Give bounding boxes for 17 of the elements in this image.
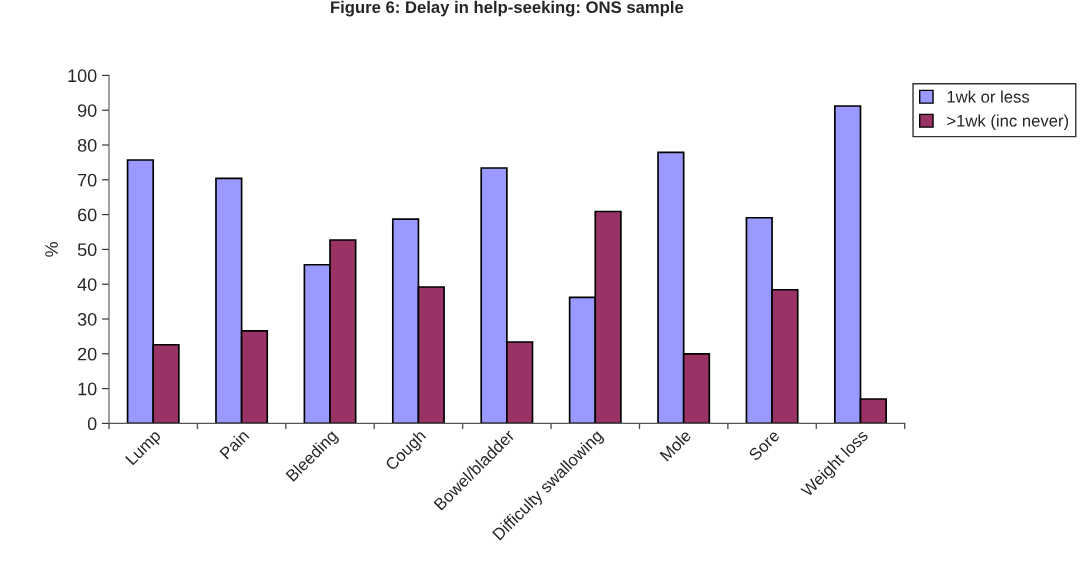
- y-axis-title: %: [45, 242, 58, 257]
- y-tick-label: 90: [77, 104, 97, 117]
- y-tick-label: 10: [78, 382, 97, 396]
- y-tick-label: 60: [78, 208, 97, 222]
- y-tick-label: 30: [77, 312, 97, 326]
- y-tick-label: 70: [78, 173, 97, 187]
- legend-label: >1wk (inc never): [947, 114, 1069, 130]
- y-tick-label: 100: [68, 69, 97, 83]
- chart-title: Figure 6: Delay in help-seeking: ONS sample: [331, 0, 684, 17]
- x-tick-label: Pain: [219, 429, 250, 460]
- x-tick-label: Sore: [748, 429, 781, 462]
- y-tick-label: 20: [78, 347, 97, 361]
- y-tick-label: 80: [77, 138, 97, 152]
- y-tick-label: 0: [87, 417, 97, 431]
- legend-label: 1wk or less: [947, 90, 1030, 103]
- y-tick-label: 50: [77, 243, 97, 257]
- y-tick-label: 40: [77, 278, 97, 291]
